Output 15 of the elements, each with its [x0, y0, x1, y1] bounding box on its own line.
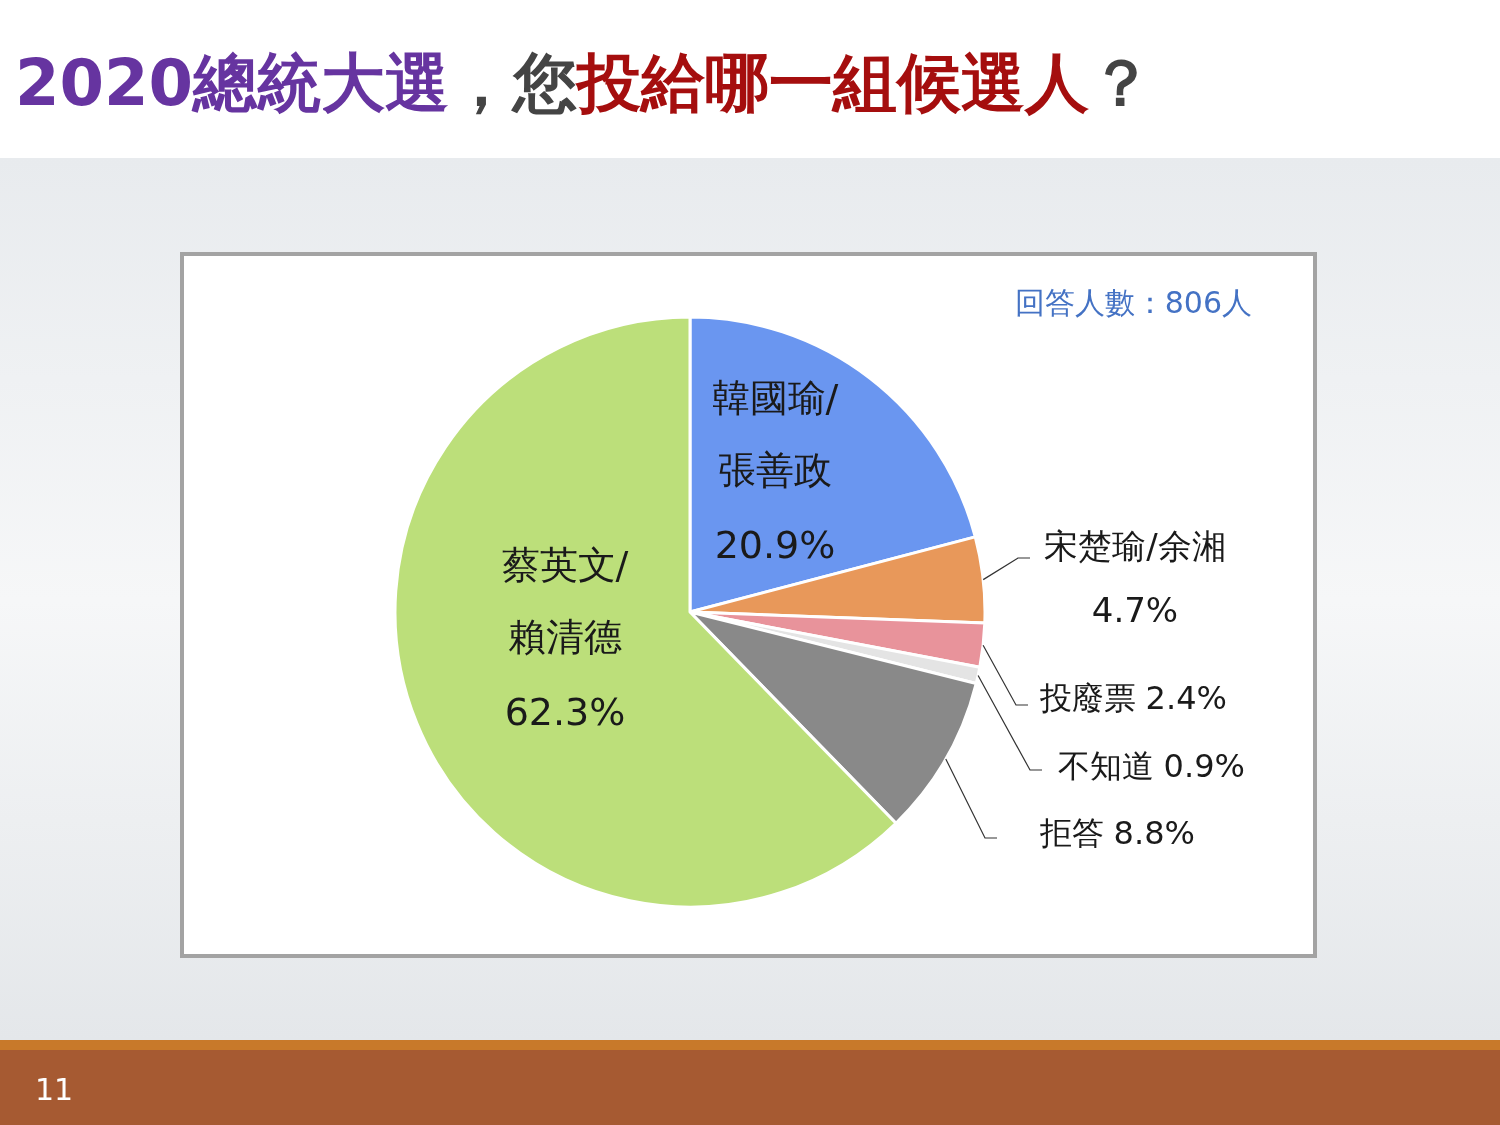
text: 回答人數：806人: [1014, 285, 1252, 320]
data-label: 0.9%: [1163, 747, 1245, 786]
data-label: 2.4%: [1145, 679, 1227, 718]
slice-label: 蔡英文/賴清德: [501, 543, 629, 660]
data-label: 62.3%: [504, 690, 626, 735]
slice-label: 韓國瑜/張善政: [711, 376, 839, 493]
text: 11: [35, 1072, 74, 1107]
slice-label: 不知道: [1058, 747, 1154, 786]
data-label: 4.7%: [1091, 589, 1179, 630]
data-label: 8.8%: [1113, 814, 1195, 853]
data-label: 20.9%: [714, 523, 836, 568]
slice-label: 拒答: [1039, 814, 1104, 853]
slice-label: 投廢票: [1039, 679, 1136, 718]
slice-label: 宋楚瑜/余湘: [1044, 525, 1226, 566]
chart-title: 2020總統大選，您投給哪一組候選人？: [15, 46, 1154, 120]
